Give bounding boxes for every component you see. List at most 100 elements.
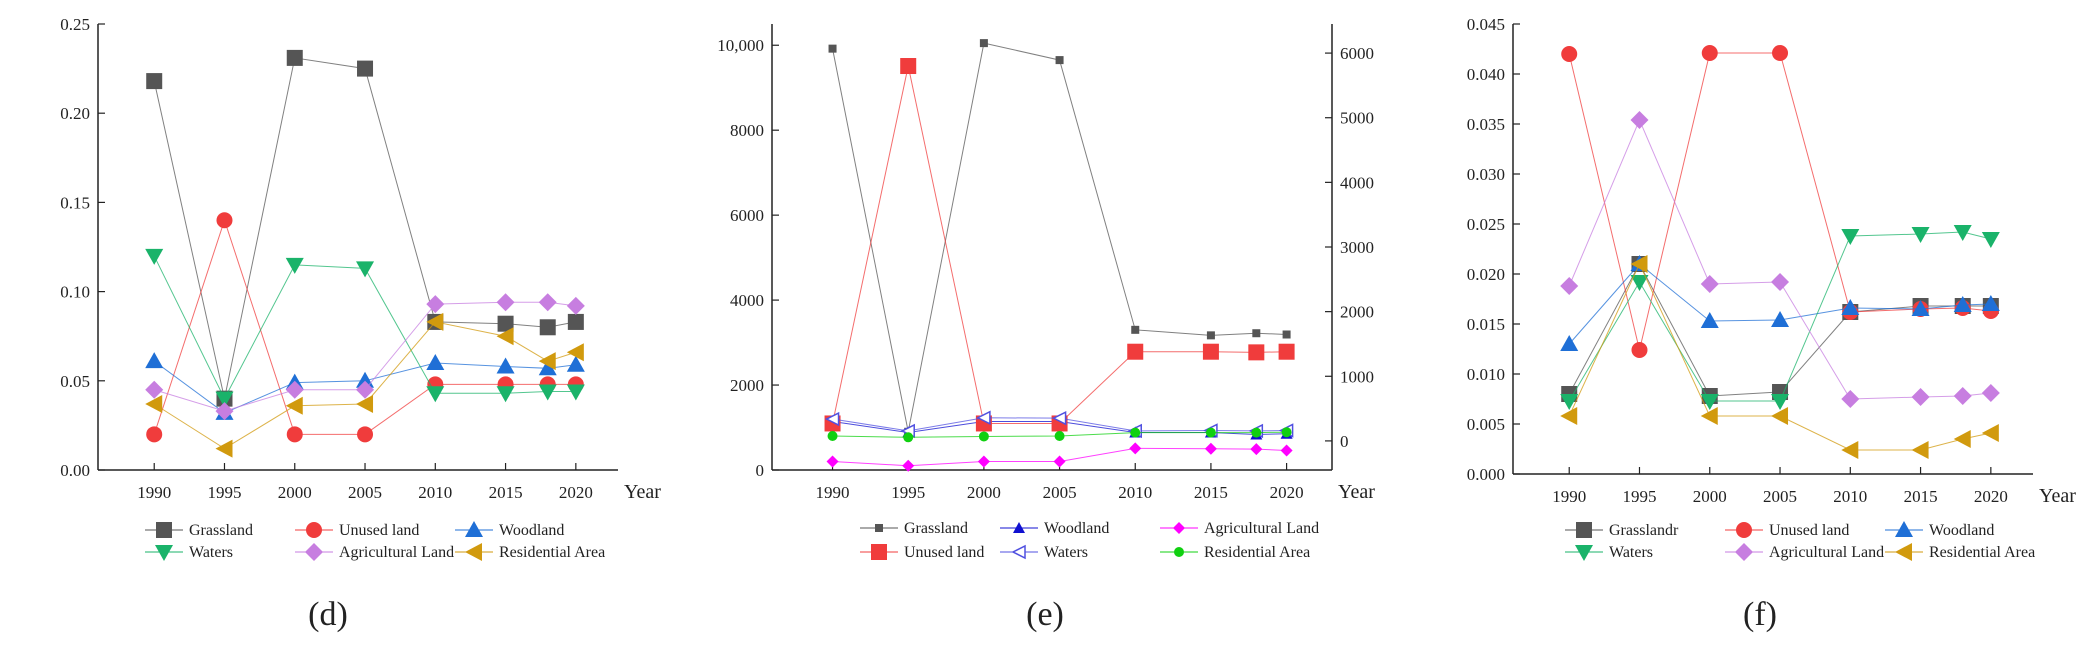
- legend-marker: [1576, 522, 1592, 538]
- legend-item: Agricultural Land: [295, 543, 454, 561]
- x-tick-label: 1995: [1622, 487, 1656, 506]
- y2-tick-label: 6000: [1340, 44, 1374, 63]
- x-tick-label: 2010: [418, 483, 452, 502]
- x-tick-label: 1990: [1552, 487, 1586, 506]
- data-point: [977, 455, 990, 468]
- x-tick-label: 2000: [278, 483, 312, 502]
- y-tick-label: 0.25: [60, 15, 90, 34]
- legend-label: Unused land: [339, 522, 419, 539]
- data-point: [1981, 295, 2000, 311]
- data-point: [1700, 275, 1719, 293]
- data-point: [286, 426, 303, 443]
- series-waters: [1560, 225, 2000, 410]
- y2-tick-label: 1000: [1340, 367, 1374, 386]
- series-line: [1568, 263, 1991, 345]
- legend-item: Waters: [145, 544, 233, 561]
- x-tick-label: 2005: [1763, 487, 1797, 506]
- legend-label: Woodland: [1044, 520, 1109, 537]
- data-point: [1250, 443, 1263, 456]
- series-line: [832, 65, 1287, 424]
- data-point: [1771, 311, 1790, 327]
- legend-item: Residential Area: [1160, 544, 1310, 561]
- legend-marker: [155, 545, 173, 561]
- data-point: [356, 261, 375, 278]
- legend-item: Grassland: [860, 520, 968, 537]
- legend-marker: [871, 544, 887, 560]
- data-point: [1631, 342, 1648, 358]
- data-point: [1630, 275, 1649, 291]
- data-point: [1130, 427, 1141, 438]
- data-point: [216, 212, 233, 229]
- data-point: [1841, 229, 1860, 245]
- x-tick-label: 2020: [1270, 483, 1304, 502]
- legend-marker: [875, 524, 883, 532]
- legend-marker: [1736, 522, 1752, 538]
- legend-label: Waters: [1609, 544, 1653, 561]
- data-point: [146, 73, 163, 90]
- data-point: [145, 380, 164, 399]
- chart-panel-f: 0.000 0.005 0.010 0.015 0.020 0.025 0.030 0.035…: [1467, 15, 2076, 633]
- data-point: [285, 257, 304, 274]
- x-axis-title: Year: [2039, 485, 2076, 507]
- data-point: [1981, 232, 2000, 248]
- series-agricultural-land: [145, 293, 585, 421]
- data-point: [828, 44, 837, 53]
- legend-marker: [465, 543, 482, 561]
- data-point: [538, 293, 557, 312]
- data-point: [496, 386, 515, 403]
- x-axis-title: Year: [624, 481, 661, 503]
- y-tick-label: 0.15: [60, 193, 90, 212]
- y-tick-label: 10,000: [717, 36, 764, 55]
- x-tick-label: 1995: [891, 483, 925, 502]
- y2-tick-label: 4000: [1340, 173, 1374, 192]
- y-tick-label: 4000: [730, 291, 764, 310]
- series-line: [832, 447, 1287, 467]
- panel-label: (f): [1743, 596, 1777, 633]
- data-point: [1772, 45, 1789, 61]
- y-tick-label: 0.025: [1467, 215, 1505, 234]
- y-tick-label: 2000: [730, 376, 764, 395]
- data-point: [1841, 441, 1859, 459]
- legend-item: Waters: [1565, 544, 1653, 561]
- data-point: [145, 394, 163, 413]
- data-point: [1251, 427, 1262, 438]
- data-point: [826, 455, 839, 468]
- data-point: [1560, 394, 1579, 410]
- legend-label: Grassland: [189, 522, 253, 539]
- legend-marker: [1895, 521, 1913, 537]
- data-point: [1560, 335, 1579, 351]
- legend-marker: [1173, 522, 1185, 534]
- y-tick-label: 0.030: [1467, 165, 1505, 184]
- data-point: [1771, 407, 1789, 425]
- data-point: [426, 353, 445, 370]
- legend-marker: [1575, 545, 1593, 561]
- data-point: [1841, 299, 1860, 315]
- data-point: [1701, 45, 1718, 61]
- y-tick-label: 0.020: [1467, 265, 1505, 284]
- legend-label: Grasslandr: [1609, 522, 1679, 539]
- series-line: [832, 431, 1287, 438]
- data-point: [1630, 255, 1648, 273]
- data-point: [827, 431, 838, 442]
- x-tick-label: 2010: [1118, 483, 1152, 502]
- data-point: [215, 439, 233, 458]
- data-point: [978, 431, 989, 442]
- series-residential-area: [827, 427, 1292, 443]
- data-point: [976, 410, 991, 425]
- data-point: [538, 384, 557, 401]
- data-point: [285, 380, 304, 399]
- data-point: [1953, 430, 1971, 448]
- series-line: [153, 255, 576, 400]
- data-point: [356, 380, 375, 399]
- data-point: [1127, 343, 1144, 360]
- x-axis-title: Year: [1338, 481, 1375, 503]
- series-line: [832, 417, 1287, 432]
- data-point: [496, 327, 514, 346]
- x-tick-label: 2010: [1833, 487, 1867, 506]
- x-tick-label: 2000: [967, 483, 1001, 502]
- series-residential-area: [145, 312, 584, 458]
- data-point: [566, 296, 585, 315]
- data-point: [1248, 344, 1265, 361]
- series-woodland: [1560, 255, 2000, 351]
